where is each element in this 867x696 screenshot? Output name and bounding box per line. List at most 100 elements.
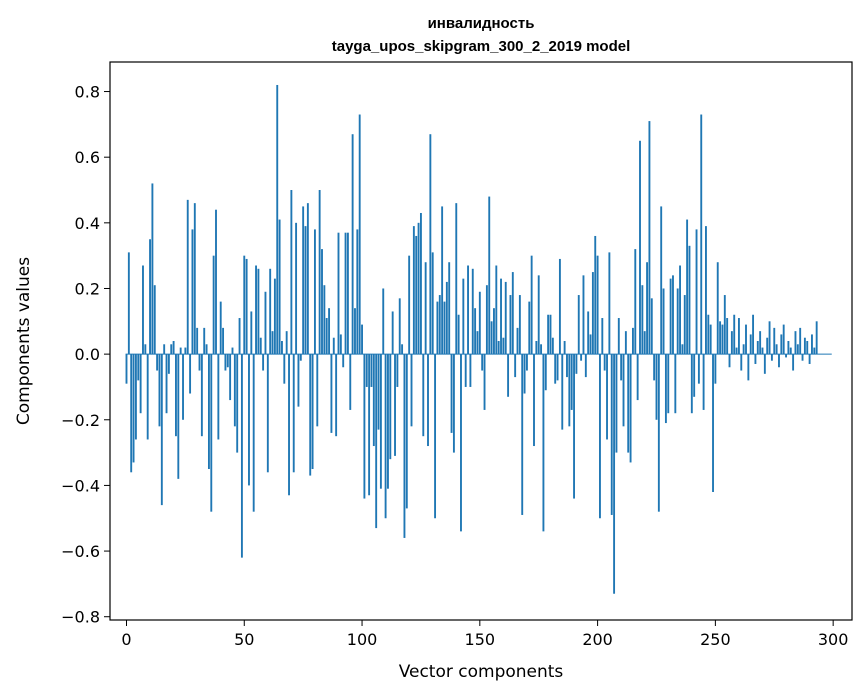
bar [158,354,161,427]
bar [276,84,279,355]
bar [316,354,319,427]
bar [311,354,314,470]
bar [681,344,684,355]
bar [434,354,437,519]
bar [542,354,545,532]
bar [504,281,507,355]
bar [608,252,611,355]
bar [419,212,422,355]
bar [264,291,267,355]
bar [467,265,469,355]
bar [330,354,333,433]
bar [142,265,144,355]
bar [394,354,396,456]
bar [763,354,766,374]
bar [337,232,340,355]
bar [756,341,759,355]
bar [723,295,726,355]
bar [134,354,137,440]
bar [377,354,380,430]
bar [554,354,557,384]
x-tick-label: 100 [347,630,378,649]
bar [243,255,246,355]
bar [639,140,641,355]
bar [290,190,293,355]
y-tick-label: 0.8 [75,83,100,102]
bar [182,354,184,420]
bar [577,295,580,355]
bar [799,327,802,355]
bar [749,334,752,355]
bar [483,354,486,410]
bar [478,291,481,355]
bar [582,275,585,355]
bar [792,354,795,371]
bar [740,354,743,371]
bar [561,354,564,430]
bar [464,354,467,387]
bar [544,354,547,391]
bar [566,354,568,378]
bar [417,222,420,355]
bar [523,354,526,394]
bar [313,229,316,355]
bar [733,314,736,355]
bar [471,268,474,355]
bar [318,190,321,355]
bar [796,344,799,355]
bar [815,321,818,355]
bar [568,354,571,427]
bar [151,183,154,355]
bar [210,354,213,512]
bar [125,354,128,384]
bar [205,344,208,355]
bar [245,258,248,355]
bar [653,354,656,381]
bar [146,354,149,440]
bar [603,354,606,371]
bar [382,288,385,355]
bar [778,354,780,368]
bar [424,262,427,355]
bar [587,311,590,355]
bar [384,354,387,519]
bar [580,354,583,361]
bar [226,354,229,368]
bar [217,354,220,440]
bar [530,255,533,355]
bar [617,318,620,355]
bar [323,285,326,355]
bar [346,232,349,355]
bar [745,324,747,355]
bar [130,354,133,473]
bar [441,206,444,355]
bar [669,278,672,355]
bar [662,288,665,355]
bar [295,222,298,355]
bar [224,354,227,371]
bar [759,331,762,355]
bar [163,344,166,355]
bar [283,354,286,384]
bar [782,324,785,355]
bar [768,321,771,355]
bar [198,354,201,371]
bar [528,301,531,355]
bar [427,354,429,447]
bar [354,308,356,355]
bar [540,344,543,355]
bar [693,354,696,397]
bar [803,337,806,355]
bar [497,341,500,355]
bar [271,331,274,355]
bar [200,354,203,437]
bar [398,298,401,355]
bar [149,239,151,355]
bar [537,275,540,355]
bar [558,258,561,355]
bar [240,354,243,558]
bar [643,331,646,355]
bar [431,252,434,355]
bar [304,226,307,355]
